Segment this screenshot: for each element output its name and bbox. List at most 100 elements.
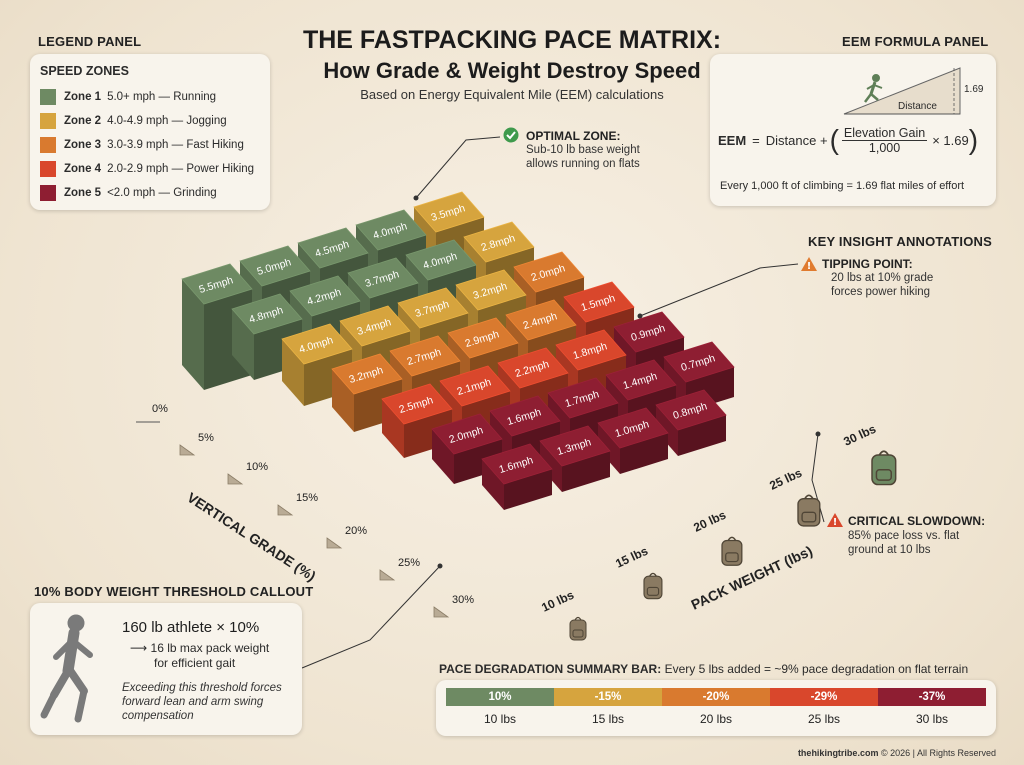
- zone-1-swatch: [40, 89, 56, 105]
- legend-panel: SPEED ZONES Zone 1 5.0+ mph — Running Zo…: [30, 54, 270, 210]
- block-top: [431, 413, 503, 455]
- block-top: [405, 239, 477, 281]
- diagram-distance-label: Distance: [898, 101, 937, 112]
- critical-text-2: ground at 10 lbs: [848, 544, 931, 556]
- threshold-panel: 160 lb athlete × 10% ⟶ 16 lb max pack we…: [30, 603, 302, 735]
- grade-wedge: [227, 473, 244, 485]
- threshold-note: Exceeding this threshold forces forward …: [122, 681, 282, 723]
- block-side-left: [382, 399, 404, 458]
- critical-warning-icon: !: [827, 513, 843, 528]
- incline-diagram: [843, 67, 961, 115]
- eem-panel: Distance 1.69 EEM = Distance + ( Elevati…: [710, 54, 996, 206]
- summary-segment-20: -20%: [662, 688, 770, 706]
- footer: thehikingtribe.com © 2026 | All Rights R…: [798, 748, 996, 758]
- backpack-icon: [721, 536, 743, 566]
- optimal-zone-text-1: Sub-10 lb base weight: [526, 144, 640, 156]
- zone-4-range: 2.0-2.9 mph — Power Hiking: [107, 163, 255, 175]
- block-top: [231, 293, 303, 335]
- block-side-left: [282, 339, 304, 406]
- grade-tick-label: 0%: [152, 403, 168, 415]
- block-top: [397, 287, 469, 329]
- block-top: [331, 353, 403, 395]
- block-top: [655, 389, 727, 431]
- threshold-note-2: forward lean and arm swing: [122, 696, 264, 708]
- svg-text:!: !: [833, 517, 838, 528]
- leader-line: [301, 565, 441, 669]
- threshold-line-2: ⟶ 16 lb max pack weight: [130, 641, 270, 655]
- critical-text-1: 85% pace loss vs. flat: [848, 530, 960, 542]
- block-top: [605, 359, 677, 401]
- block-top: [663, 341, 735, 383]
- insights-title: KEY INSIGHT ANNOTATIONS: [808, 234, 992, 249]
- grade-wedge: [179, 444, 196, 456]
- page-title: THE FASTPACKING PACE MATRIX:: [302, 26, 722, 54]
- formula-fraction: Elevation Gain 1,000: [841, 125, 928, 155]
- zone-1-name: Zone 1: [64, 91, 102, 103]
- block-side-right: [678, 415, 726, 456]
- tipping-point-text-1: 20 lbs at 10% grade: [831, 272, 934, 284]
- formula-paren-right: ): [968, 124, 979, 155]
- grade-wedge: [433, 606, 450, 618]
- block-top: [613, 311, 685, 353]
- leader-line: [639, 263, 799, 317]
- leader-dot: [413, 195, 419, 201]
- grade-tick-label: 15%: [296, 492, 318, 504]
- block-top: [513, 251, 585, 293]
- page-subtitle: How Grade & Weight Destroy Speed: [323, 58, 701, 83]
- zone-2-swatch: [40, 113, 56, 129]
- summary-label-30: 30 lbs: [915, 712, 949, 726]
- block-side-left: [232, 309, 254, 380]
- zone-5-name: Zone 5: [64, 187, 102, 199]
- zone-2-name: Zone 2: [64, 115, 102, 127]
- matrix-block: 1.6mph: [481, 443, 553, 510]
- footer-rest: © 2026 | All Rights Reserved: [880, 748, 996, 758]
- block-top: [455, 269, 527, 311]
- weight-tick-label: 10 lbs: [539, 588, 576, 615]
- summary-label-10: 10 lbs: [483, 712, 517, 726]
- block-top: [347, 257, 419, 299]
- grade-wedge: [379, 569, 396, 581]
- weight-tick-label: 15 lbs: [613, 544, 650, 571]
- page-note: Based on Energy Equivalent Mile (EEM) ca…: [360, 87, 664, 102]
- zone-1-range: 5.0+ mph — Running: [107, 91, 217, 103]
- warning-icon: !: [801, 257, 817, 272]
- summary-label-15: 15 lbs: [591, 712, 625, 726]
- grade-tick-label: 10%: [246, 461, 268, 473]
- legend-zone-4: Zone 4 2.0-2.9 mph — Power Hiking: [40, 160, 254, 178]
- backpack-icon: [797, 494, 821, 527]
- summary-desc: Every 5 lbs added = ~9% pace degradation…: [664, 662, 969, 676]
- block-side-left: [432, 429, 454, 484]
- grade-tick-label: 5%: [198, 432, 214, 444]
- block-top: [413, 191, 485, 233]
- zone-4-swatch: [40, 161, 56, 177]
- eem-note: Every 1,000 ft of climbing = 1.69 flat m…: [720, 180, 965, 192]
- formula-term1: Distance +: [765, 132, 828, 148]
- legend-zone-1: Zone 1 5.0+ mph — Running: [40, 88, 216, 106]
- weight-tick-label: 30 lbs: [841, 422, 878, 449]
- backpack-icon: [569, 616, 587, 641]
- block-top: [463, 221, 535, 263]
- block-top: [489, 395, 561, 437]
- block-top: [505, 299, 577, 341]
- matrix-blocks: 3.5mph4.0mph2.8mph4.5mph4.0mph2.0mph5.0m…: [181, 191, 735, 510]
- block-side-right: [504, 469, 552, 510]
- threshold-panel-title: 10% BODY WEIGHT THRESHOLD CALLOUT: [34, 584, 314, 599]
- formula-numerator: Elevation Gain: [841, 125, 928, 141]
- svg-text:!: !: [807, 261, 812, 272]
- matrix-block: 0.8mph: [655, 389, 727, 456]
- block-top: [547, 377, 619, 419]
- annotation-leaders: [301, 136, 825, 669]
- block-top: [439, 365, 511, 407]
- formula-paren-left: (: [829, 124, 839, 155]
- summary-label-25: 25 lbs: [807, 712, 841, 726]
- threshold-note-3: compensation: [122, 710, 194, 722]
- diagram-factor-label: 1.69: [964, 84, 984, 95]
- tipping-point-text-2: forces power hiking: [831, 286, 931, 298]
- optimal-zone-text-2: allows running on flats: [526, 158, 640, 170]
- matrix-block: 1.3mph: [539, 425, 611, 492]
- weight-tick-label: 20 lbs: [691, 508, 728, 535]
- block-side-left: [482, 459, 504, 510]
- zone-3-swatch: [40, 137, 56, 153]
